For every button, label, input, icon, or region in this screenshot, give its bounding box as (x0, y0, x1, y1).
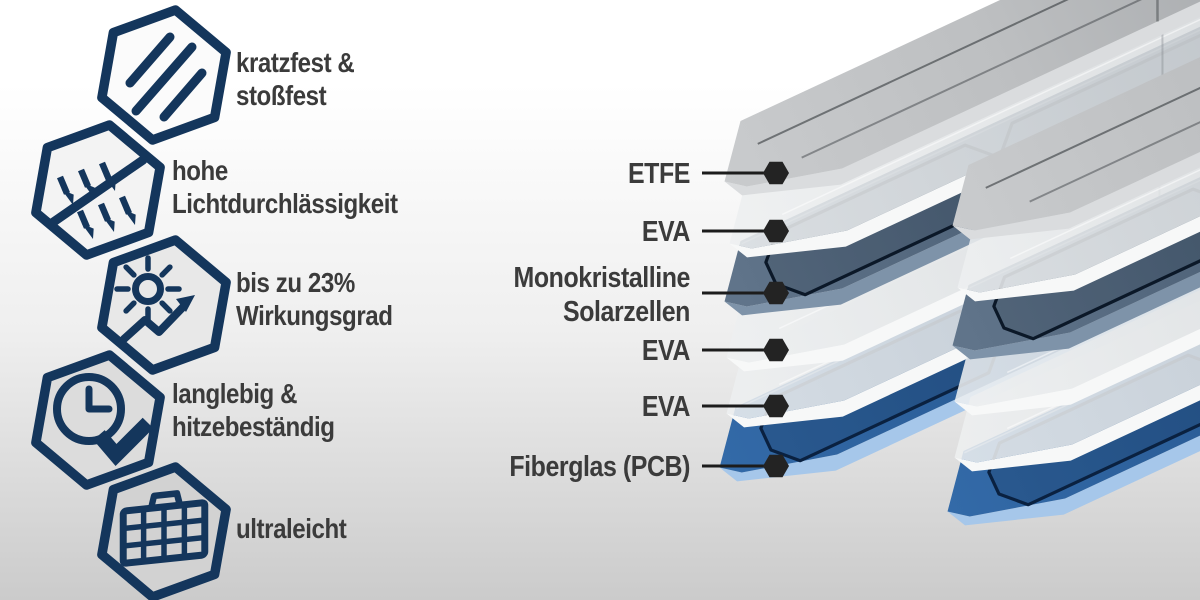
ultralight-panel-icon (119, 490, 209, 567)
durability-clock-icon (53, 373, 154, 467)
feature-label-ultralight: ultraleicht (236, 512, 347, 545)
layer-label-eva-2: EVA (97, 334, 691, 368)
feature-line: Lichtdurchlässigkeit (172, 188, 398, 219)
badge-efficiency (97, 235, 231, 375)
feature-line: kratzfest & (236, 47, 355, 78)
callout-dot (763, 161, 789, 185)
callout-dot (763, 338, 789, 362)
layer-label-etfe: ETFE (97, 157, 690, 191)
callout-dot (763, 394, 789, 418)
callout-dot (763, 281, 789, 305)
feature-label-light-transmission: hohe Lichtdurchlässigkeit (172, 154, 398, 220)
feature-line: langlebig & (172, 378, 298, 409)
feature-label-durability: langlebig & hitzebeständig (172, 377, 335, 443)
callout-dot (763, 454, 789, 478)
feature-line: ultraleicht (236, 513, 347, 544)
feature-label-scratchproof: kratzfest & stoßfest (236, 46, 355, 112)
layer-label-line: EVA (641, 335, 691, 367)
layer-label-line: EVA (641, 216, 691, 248)
badge-durability (31, 350, 165, 490)
feature-line: stoßfest (236, 80, 327, 111)
layer-label-line: Solarzellen (563, 296, 690, 328)
scratchproof-glass-icon (125, 32, 207, 122)
layer-label-eva-3: EVA (97, 390, 691, 424)
feature-line: Wirkungsgrad (236, 300, 393, 331)
layer-label-line: Fiberglas (PCB) (509, 451, 690, 483)
layer-label-line: Monokristalline (513, 262, 691, 294)
feature-line: bis zu 23% (236, 267, 355, 298)
feature-line: hitzebeständig (172, 411, 335, 442)
layer-label-solar-cells: Monokristalline Solarzellen (97, 261, 691, 329)
callouts (702, 161, 789, 478)
layer-label-line: EVA (641, 391, 691, 423)
light-transmission-icon (47, 155, 148, 239)
checkmark-icon (93, 417, 154, 467)
feature-label-efficiency: bis zu 23% Wirkungsgrad (236, 266, 393, 332)
badge-light-transmission (31, 120, 165, 260)
callout-dot (763, 219, 789, 243)
layer-label-fiberglas: Fiberglas (PCB) (97, 450, 690, 484)
layer-label-eva-1: EVA (97, 215, 691, 249)
badge-scratchproof (97, 5, 231, 145)
efficiency-sun-icon (114, 255, 195, 343)
layer-label-line: ETFE (627, 158, 690, 190)
feature-line: hohe (172, 155, 228, 186)
badge-ultralight (97, 462, 231, 600)
hexagon-badges (31, 5, 231, 600)
